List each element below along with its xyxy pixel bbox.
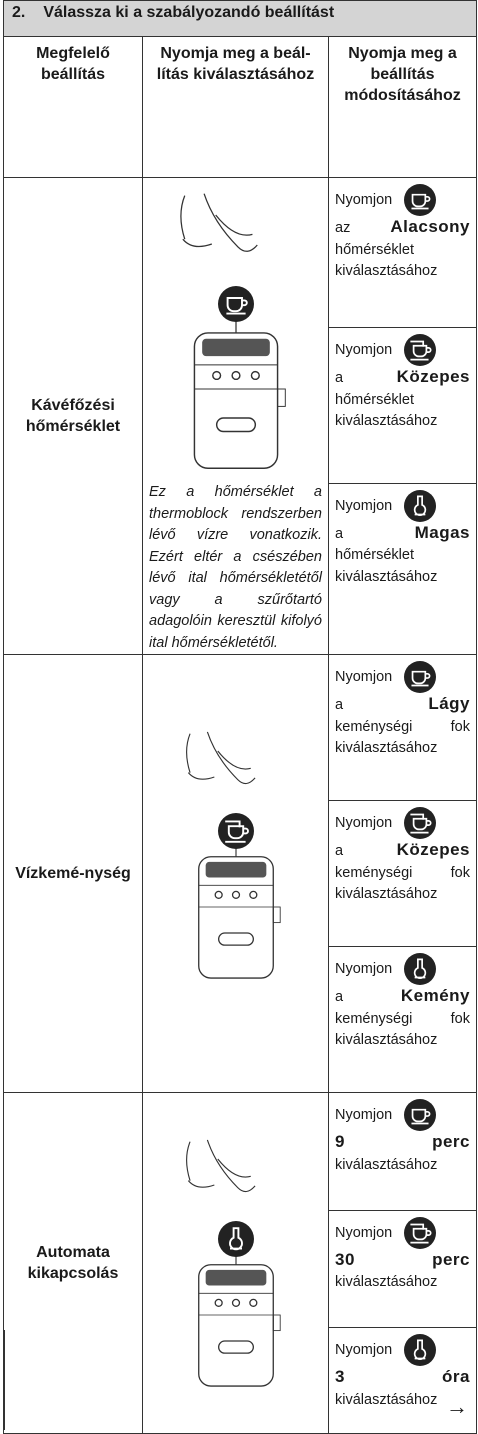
option-article: az	[335, 220, 351, 236]
button-icon	[404, 184, 436, 216]
option-suffix: keménységi fok kiválasztásához	[335, 718, 470, 757]
option-suffix: hőmérséklet kiválasztásához	[335, 241, 438, 280]
button-icon	[404, 490, 436, 522]
option-suffix: hőmérséklet kiválasztásához	[335, 391, 438, 430]
option: Nyomjon a Lágy keménységi fok kiválasztás…	[329, 655, 476, 764]
row: Nyomjon a Magas hőmérséklet kiválasztásáh…	[4, 482, 477, 656]
setting-name: Automata kikapcsolás	[3, 1092, 143, 1434]
option-suffix: kiválasztásához	[335, 1391, 438, 1408]
row: Nyomjon a Közepes hőmérséklet kiválasztás…	[4, 327, 477, 484]
option-cell: Nyomjon 3 óra kiválasztásához	[328, 1327, 477, 1434]
button-icon	[404, 334, 436, 366]
option: Nyomjon a Magas hőmérséklet kiválasztásáh…	[329, 484, 476, 593]
setting-label: Vízkemé-nység	[15, 865, 131, 882]
illustration-cell: Ez a hőmérséklet a thermoblock rendszerb…	[142, 177, 329, 655]
option-article: a	[335, 989, 344, 1005]
option-cell: Nyomjon az Alacsony hőmérséklet kiválaszt…	[328, 176, 477, 329]
option-lead: Nyomjon	[335, 960, 393, 977]
option-suffix: keménységi fok kiválasztásához	[335, 1010, 470, 1049]
row: Vízkemé-nység Nyomjon a Lágy keménységi fo…	[3, 654, 477, 1093]
option-value: Lágy	[428, 694, 470, 713]
setting-name: Kávéfőzési hőmérséklet	[3, 177, 143, 655]
button-icon	[404, 807, 436, 839]
option: Nyomjon a Közepes keménységi fok kiválasz…	[329, 801, 476, 910]
button-icon	[218, 286, 254, 322]
column-header: Megfelelő beállítás	[3, 36, 143, 178]
note: Ez a hőmérséklet a thermoblock rendszerb…	[149, 484, 322, 651]
row: Nyomjon a Kemény keménységi fok kiválaszt…	[4, 946, 477, 1093]
column-header: Nyomja meg a beál-lítás kiválasztásához	[142, 36, 329, 178]
option-value: Magas	[414, 522, 470, 542]
setting-label: Automata kikapcsolás	[27, 1244, 119, 1282]
option-value: 9 perc	[335, 1132, 470, 1151]
option-lead: Nyomjon	[335, 497, 393, 514]
row: Nyomjon 3 óra kiválasztásához	[4, 1327, 477, 1434]
table-title: 2. Válassza ki a szabályozandó beállítást	[3, 0, 477, 37]
option-lead: Nyomjon	[335, 1106, 393, 1123]
button-icon	[404, 661, 436, 693]
option-cell: Nyomjon a Lágy keménységi fok kiválasztás…	[328, 654, 477, 801]
option-cell: Nyomjon 9 perc kiválasztásához	[328, 1092, 477, 1211]
option-lead: Nyomjon	[335, 341, 393, 358]
setting-name: Vízkemé-nység	[3, 654, 143, 1093]
option-article: a	[335, 843, 344, 859]
illustration-cell	[142, 1092, 329, 1434]
option-suffix: kiválasztásához	[335, 1274, 438, 1291]
option: Nyomjon 3 óra kiválasztásához	[329, 1328, 476, 1415]
option-lead: Nyomjon	[335, 814, 393, 831]
machine-drawing	[143, 1133, 329, 1393]
option: Nyomjon 9 perc kiválasztásához	[329, 1093, 476, 1180]
option-lead: Nyomjon	[335, 668, 393, 685]
machine-drawing	[143, 186, 329, 476]
machine-drawing	[143, 725, 329, 985]
step-number: 2.	[12, 4, 26, 21]
option-lead: Nyomjon	[335, 1341, 393, 1358]
option-value: 3 óra	[335, 1367, 470, 1387]
option-lead: Nyomjon	[335, 191, 393, 208]
option: Nyomjon a Kemény keménységi fok kiválaszt…	[329, 947, 476, 1056]
option-article: a	[335, 370, 344, 387]
button-icon	[404, 1334, 436, 1366]
button-icon	[218, 1221, 254, 1257]
option-suffix: keménységi fok kiválasztásához	[335, 864, 470, 903]
option-value: 30 perc	[335, 1249, 470, 1269]
option-suffix: kiválasztásához	[335, 1156, 438, 1173]
option-cell: Nyomjon a Közepes hőmérséklet kiválasztás…	[328, 327, 477, 484]
setting-label: Kávéfőzési hőmérséklet	[25, 397, 121, 435]
row: Nyomjon a Közepes keménységi fok kiválasz…	[4, 800, 477, 947]
illustration	[143, 1133, 329, 1433]
option: Nyomjon 30 perc kiválasztásához	[329, 1211, 476, 1298]
illustration	[143, 725, 329, 1025]
option-value: Alacsony	[390, 217, 470, 236]
option-suffix: hőmérséklet kiválasztásához	[335, 547, 438, 585]
step-title: Válassza ki a szabályozandó beállítást	[43, 4, 335, 21]
illustration	[143, 186, 329, 476]
column-header: Nyomja meg a beállítás módosításához	[328, 36, 477, 178]
option-cell: Nyomjon a Magas hőmérséklet kiválasztásáh…	[328, 482, 477, 656]
option-lead: Nyomjon	[335, 1224, 393, 1241]
button-icon	[404, 1217, 436, 1249]
illustration-cell	[142, 654, 329, 1093]
button-icon	[404, 953, 436, 985]
button-icon	[218, 813, 254, 849]
option: Nyomjon a Közepes hőmérséklet kiválasztás…	[329, 328, 476, 437]
option: Nyomjon az Alacsony hőmérséklet kiválaszt…	[329, 178, 476, 287]
option-cell: Nyomjon 30 perc kiválasztásához	[328, 1209, 477, 1329]
option-article: a	[335, 697, 344, 713]
next-arrow: →	[446, 1394, 468, 1419]
rule	[3, 1330, 5, 1430]
option-value: Kemény	[400, 986, 470, 1005]
button-icon	[404, 1099, 436, 1131]
option-cell: Nyomjon a Kemény keménységi fok kiválaszt…	[328, 946, 477, 1093]
row: Nyomjon 30 perc kiválasztásához	[4, 1209, 477, 1329]
settings-table: 2. Válassza ki a szabályozandó beállítást…	[3, 0, 477, 1434]
option-value: Közepes	[396, 367, 470, 387]
row: Kávéfőzési hőmérséklet Ez a hőmérséklet a…	[3, 176, 477, 655]
option-cell: Nyomjon a Közepes keménységi fok kiválasz…	[328, 800, 477, 947]
option-article: a	[335, 525, 344, 542]
row: Automata kikapcsolás Nyomjon 9 perc kivála…	[3, 1092, 477, 1434]
option-value: Közepes	[396, 840, 470, 859]
